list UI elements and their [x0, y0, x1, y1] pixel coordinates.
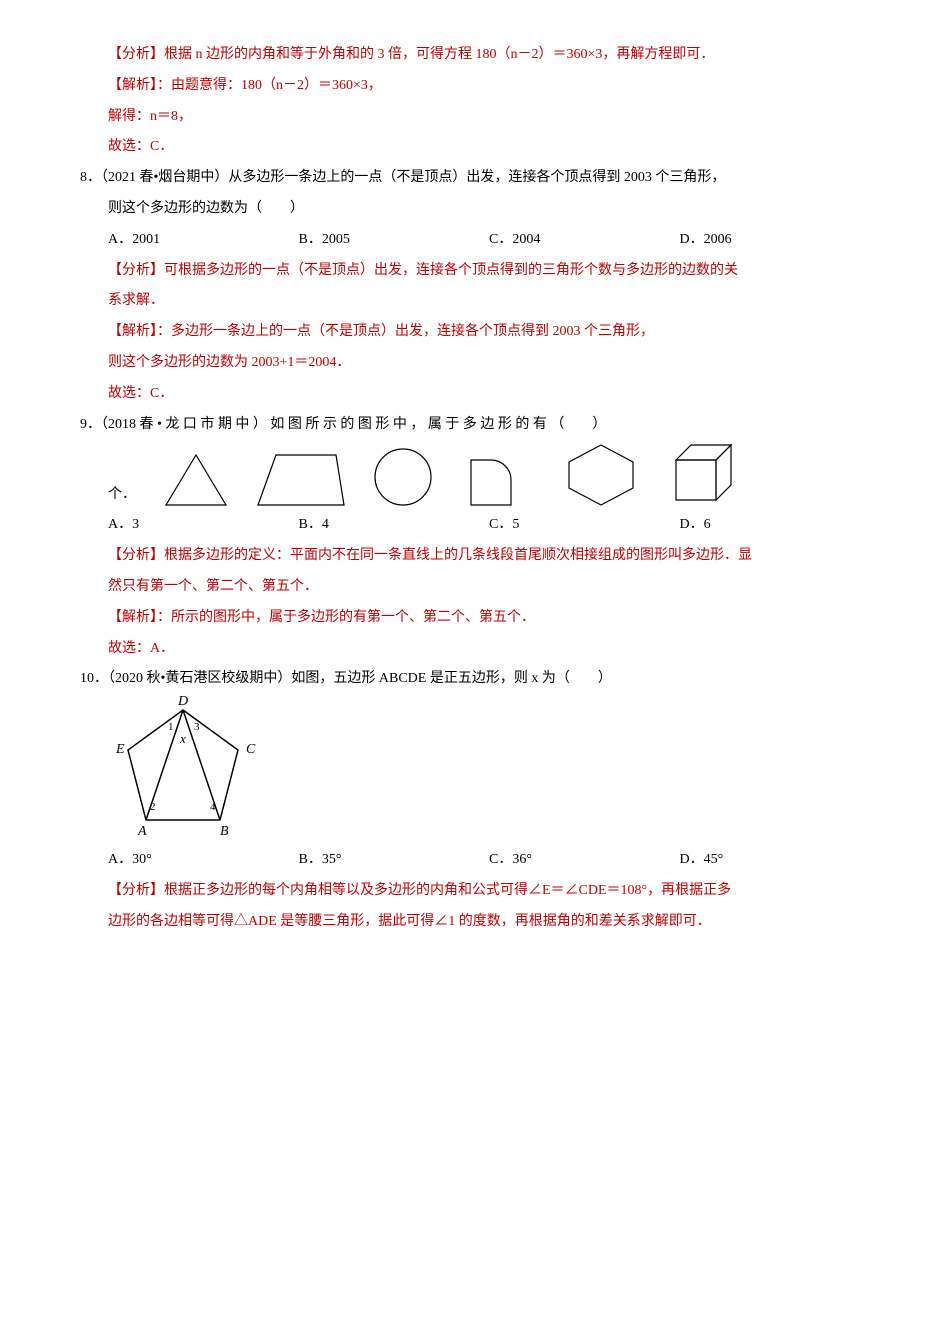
q9-option-b: B．4 [299, 510, 490, 541]
q10-stem: 10．（2020 秋•黄石港区校级期中）如图，五边形 ABCDE 是正五边形，则… [80, 664, 870, 695]
label-B: B [220, 824, 229, 839]
label-x: x [179, 731, 186, 746]
q8-conclusion: 故选：C． [80, 379, 870, 410]
label-E: E [115, 742, 125, 757]
q8-analysis-line2: 系求解． [80, 286, 870, 317]
q10-option-a: A．30° [108, 845, 299, 876]
label-D: D [177, 695, 188, 709]
q7-solution-line2: 解得：n＝8， [80, 102, 870, 133]
label-C: C [246, 742, 256, 757]
q10-analysis-line1: 【分析】根据正多边形的每个内角相等以及多边形的内角和公式可得∠E＝∠CDE＝10… [80, 876, 870, 907]
q9-stem: 9．（2018 春 • 龙 口 市 期 中 ） 如 图 所 示 的 图 形 中 … [80, 410, 870, 441]
q9-conclusion: 故选：A． [80, 634, 870, 665]
q8-option-b: B．2005 [299, 225, 490, 256]
q9-analysis-line2: 然只有第一个、第二个、第五个． [80, 572, 870, 603]
q8-solution-line2: 则这个多边形的边数为 2003+1＝2004． [80, 348, 870, 379]
q8-option-c: C．2004 [489, 225, 680, 256]
label-A: A [137, 824, 147, 839]
shape-hexagon-icon [561, 440, 641, 510]
label-angle-4: 4 [210, 801, 216, 813]
q7-solution-line1: 【解析】：由题意得：180（n－2）＝360×3， [80, 71, 870, 102]
q9-analysis-line1: 【分析】根据多边形的定义：平面内不在同一条直线上的几条线段首尾顺次相接组成的图形… [80, 541, 870, 572]
q9-shapes-figure: 个． [80, 440, 870, 510]
q9-option-d: D．6 [680, 510, 871, 541]
q8-stem-line1: 8．（2021 春•烟台期中）从多边形一条边上的一点（不是顶点）出发，连接各个顶… [80, 163, 870, 194]
shape-circle-icon [371, 445, 436, 510]
q9-suffix: 个． [108, 480, 136, 511]
q7-conclusion: 故选：C． [80, 132, 870, 163]
shape-trapezoid-icon [256, 450, 346, 510]
shape-semicircle-square-icon [461, 450, 536, 510]
q8-stem-line2: 则这个多边形的边数为（ ） [80, 194, 870, 225]
q8-analysis-line1: 【分析】可根据多边形的一点（不是顶点）出发，连接各个顶点得到的三角形个数与多边形… [80, 256, 870, 287]
q8-option-d: D．2006 [680, 225, 871, 256]
q8-option-a: A．2001 [108, 225, 299, 256]
q10-option-b: B．35° [299, 845, 490, 876]
q9-options: A．3 B．4 C．5 D．6 [80, 510, 870, 541]
q9-option-c: C．5 [489, 510, 680, 541]
q9-solution: 【解析】：所示的图形中，属于多边形的有第一个、第二个、第五个． [80, 603, 870, 634]
q7-analysis: 【分析】根据 n 边形的内角和等于外角和的 3 倍，可得方程 180（n－2）＝… [80, 40, 870, 71]
q8-solution-line1: 【解析】：多边形一条边上的一点（不是顶点）出发，连接各个顶点得到 2003 个三… [80, 317, 870, 348]
q10-analysis-line2: 边形的各边相等可得△ADE 是等腰三角形，据此可得∠1 的度数，再根据角的和差关… [80, 907, 870, 938]
label-angle-3: 3 [194, 721, 200, 733]
q10-figure: D C B A E 1 x 3 2 4 [80, 695, 870, 845]
label-angle-2: 2 [150, 801, 156, 813]
shape-cube-icon [666, 440, 741, 510]
q10-option-c: C．36° [489, 845, 680, 876]
q10-options: A．30° B．35° C．36° D．45° [80, 845, 870, 876]
q10-option-d: D．45° [680, 845, 871, 876]
q9-option-a: A．3 [108, 510, 299, 541]
shape-triangle-icon [161, 450, 231, 510]
label-angle-1: 1 [168, 721, 174, 733]
q8-options: A．2001 B．2005 C．2004 D．2006 [80, 225, 870, 256]
